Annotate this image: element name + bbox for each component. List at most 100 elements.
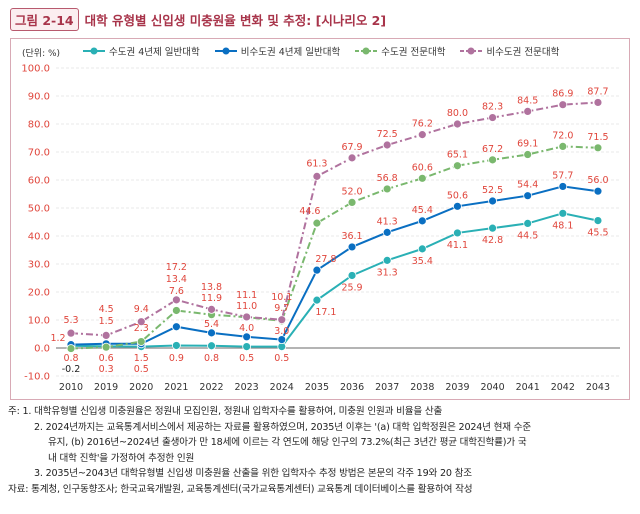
x-tick-label: 2019 [94, 382, 118, 393]
data-point [277, 315, 287, 325]
data-point [347, 197, 357, 207]
data-label: 17.1 [315, 307, 336, 318]
data-point [347, 153, 357, 163]
data-point [453, 201, 462, 211]
data-label: 0.9 [169, 353, 184, 364]
figure-title: 그림 2-14 대학 유형별 신입생 미충원율 변화 및 추정: [시나리오 2… [10, 8, 386, 31]
legend-marker [83, 47, 105, 55]
data-label: 17.2 [166, 262, 187, 273]
data-label: 1.2 [50, 333, 65, 344]
data-label: 4.5 [99, 304, 114, 315]
data-point [207, 328, 216, 338]
x-tick-label: 2037 [375, 382, 399, 393]
data-point [66, 328, 76, 338]
x-tick-label: 2038 [410, 382, 434, 393]
series-line [70, 185, 599, 346]
data-point [136, 317, 146, 327]
data-label: 76.2 [412, 119, 433, 130]
legend-item: 비수도권 4년제 일반대학 [214, 44, 340, 58]
y-tick-label: 0.0 [34, 344, 50, 355]
data-label: 27.8 [315, 254, 336, 265]
note-2-cont: 유지, (b) 2016년~2024년 출생아가 만 18세에 이르는 각 연도… [48, 437, 527, 448]
x-tick-label: 2021 [164, 382, 188, 393]
data-point [593, 186, 603, 196]
y-tick-label: 50.0 [28, 204, 50, 215]
data-point [488, 113, 497, 122]
data-label: 80.0 [447, 108, 468, 119]
data-label: 41.1 [447, 240, 468, 251]
note-3: 3. 2035년~2043년 대학유형별 신입생 미충원율 산출을 위한 입학자… [34, 468, 472, 479]
data-label: 72.5 [377, 129, 398, 140]
y-tick-label: 80.0 [28, 120, 50, 131]
y-tick-label: 30.0 [28, 260, 50, 271]
x-tick-label: 2036 [340, 382, 364, 393]
x-tick-label: 2043 [586, 382, 610, 393]
data-point [312, 171, 322, 181]
data-label: 57.7 [552, 170, 573, 181]
x-tick-label: 2024 [270, 382, 294, 393]
data-point [417, 130, 427, 140]
data-label: 48.1 [552, 220, 573, 231]
data-point [277, 335, 287, 345]
data-point [242, 332, 252, 342]
figure-number: 그림 2-14 [10, 8, 79, 31]
data-label: 87.7 [587, 86, 608, 97]
series-line [70, 145, 598, 350]
data-point [593, 143, 603, 153]
data-label: 41.3 [377, 216, 398, 227]
data-label: 5.3 [63, 315, 78, 326]
x-tick-label: 2020 [129, 382, 153, 393]
data-point [593, 216, 603, 226]
data-label: 84.5 [517, 95, 538, 106]
data-label: 82.3 [482, 102, 503, 113]
data-label: 67.9 [341, 142, 362, 153]
y-tick-label: 90.0 [28, 92, 50, 103]
data-point [312, 218, 322, 228]
figure-title-text: 대학 유형별 신입생 미충원율 변화 및 추정: [시나리오 2] [84, 13, 387, 28]
chart-frame [10, 38, 630, 400]
data-point [558, 100, 568, 110]
data-point [347, 271, 357, 280]
data-label: 0.6 [99, 353, 114, 364]
legend-marker [355, 47, 378, 55]
note-2: 2. 2024년까지는 교육통계서비스에서 제공하는 자료를 활용하였으며, 2… [34, 421, 531, 433]
data-label: 54.4 [517, 180, 538, 191]
x-tick-label: 2040 [480, 382, 504, 393]
x-tick-label: 2010 [59, 382, 83, 393]
data-label: 0.5 [134, 364, 149, 375]
unit-label: (단위: %) [22, 49, 61, 59]
series-line [70, 212, 599, 348]
x-tick-label: 2035 [305, 382, 329, 393]
legend-item: 비수도권 전문대학 [459, 44, 559, 58]
x-tick-label: 2023 [235, 382, 259, 393]
data-point [558, 182, 568, 191]
data-label: 10.1 [271, 292, 292, 303]
data-point [417, 173, 427, 183]
data-point [523, 150, 533, 159]
data-point [136, 337, 146, 346]
data-point [171, 322, 181, 332]
line-chart: 100.0 90.0 80.0 70.0 60.0 50.0 40.0 30.0 20.0 10.… [21, 64, 620, 393]
legend-item: 수도권 전문대학 [354, 44, 445, 58]
data-label: 56.0 [587, 175, 608, 186]
y-tick-label: 10.0 [28, 316, 50, 327]
y-tick-label: 60.0 [28, 176, 50, 187]
legend-label: 비수도권 전문대학 [486, 47, 560, 58]
data-point [488, 223, 497, 233]
data-point [453, 119, 462, 129]
data-point [382, 255, 392, 265]
data-label: 7.6 [169, 286, 184, 297]
data-point [171, 295, 181, 305]
legend-label: 수도권 4년제 일반대학 [109, 47, 200, 58]
data-point [242, 312, 252, 322]
data-point [523, 218, 533, 228]
legend-label: 수도권 전문대학 [381, 47, 446, 58]
data-point [488, 155, 497, 165]
data-label: 4.0 [239, 323, 254, 334]
data-point [312, 295, 322, 305]
data-point [558, 141, 568, 151]
data-label: 13.4 [166, 274, 187, 285]
data-point [488, 196, 497, 206]
data-label: 52.0 [341, 186, 362, 197]
data-point [417, 216, 427, 226]
